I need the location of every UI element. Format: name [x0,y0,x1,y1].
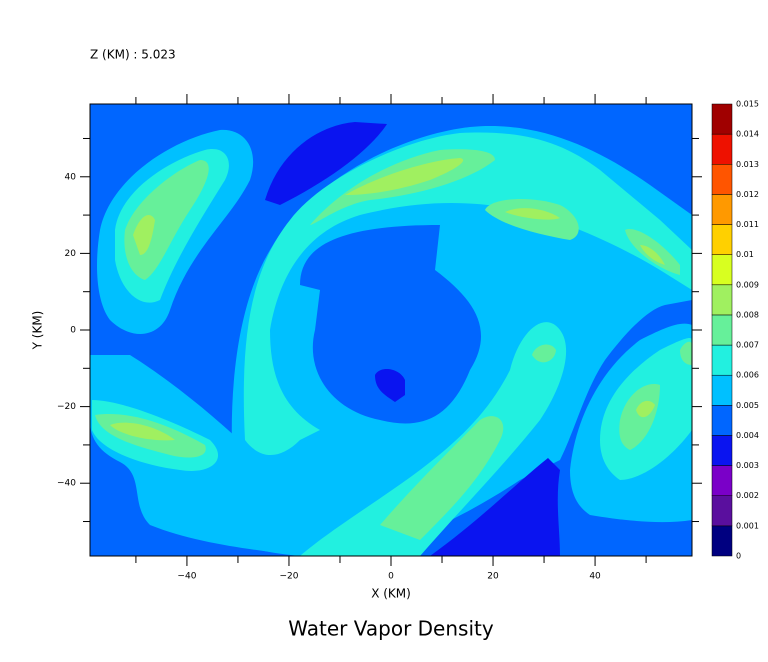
x-tick-label: 20 [487,572,499,582]
contour-region [375,368,405,402]
colorbar-label: 0.006 [736,371,759,380]
colorbar-label: 0.005 [736,401,759,410]
colorbar-label: 0.001 [736,521,759,530]
contour-region [90,355,370,556]
colorbar-swatch [711,435,733,466]
contour-region [265,122,387,205]
contour-region [110,422,175,441]
x-axis-label: X (KM) [371,587,411,601]
contour-region [640,245,665,265]
colorbar-swatch [711,194,733,225]
colorbar-swatch [711,103,733,135]
contour-region [300,225,482,424]
y-axis-label: Y (KM) [31,311,45,351]
colorbar-swatch [711,224,733,255]
colorbar-label: 0.003 [736,461,759,470]
contour-region [636,400,655,418]
contour-region [243,132,692,456]
colorbar-swatch [711,374,733,406]
y-tick-label: −20 [57,402,76,412]
colorbar-label: 0.002 [736,491,759,500]
contour-region [133,215,155,255]
colorbar-swatch [711,164,733,195]
y-tick-label: 0 [70,326,76,336]
y-tick-label: −40 [57,479,76,489]
colorbar-swatch [711,284,733,316]
colorbar-label: 0.01 [736,250,754,259]
y-tick-label: 40 [65,172,77,182]
colorbar-swatch [711,254,733,286]
contour-region [505,208,560,220]
colorbar-swatch [711,465,733,496]
contour-region [380,416,504,540]
chart-title: Water Vapor Density [288,617,494,641]
x-tick-label: −40 [177,572,196,582]
contour-region [532,344,556,363]
colorbar-label: 0.014 [736,130,759,139]
colorbar-label: 0.011 [736,220,759,229]
contour-region [619,384,660,450]
chart-subtitle: Z (KM) : 5.023 [90,48,176,62]
colorbar-swatch [711,314,733,346]
contour-region [680,341,692,365]
colorbar-label: 0.008 [736,310,759,319]
colorbar-label: 0.015 [736,100,759,109]
x-tick-label: −20 [279,572,298,582]
colorbar-label: 0.012 [736,190,759,199]
colorbar-swatch [711,405,733,436]
colorbar-swatch [711,133,733,165]
x-tick-label: 40 [589,572,601,582]
colorbar-swatch [711,495,733,527]
colorbar-swatch [711,344,733,376]
colorbar-label: 0.009 [736,280,759,289]
x-tick-label: 0 [388,572,394,582]
contour-field [90,104,692,556]
colorbar-label: 0.013 [736,160,759,169]
colorbar-label: 0.007 [736,341,759,350]
contour-region [430,458,560,556]
colorbar-label: 0 [736,552,741,561]
contour-region [345,158,464,195]
y-tick-label: 20 [65,249,77,259]
colorbar-label: 0.004 [736,431,759,440]
contour-region [485,198,579,240]
colorbar-swatch [711,525,733,557]
